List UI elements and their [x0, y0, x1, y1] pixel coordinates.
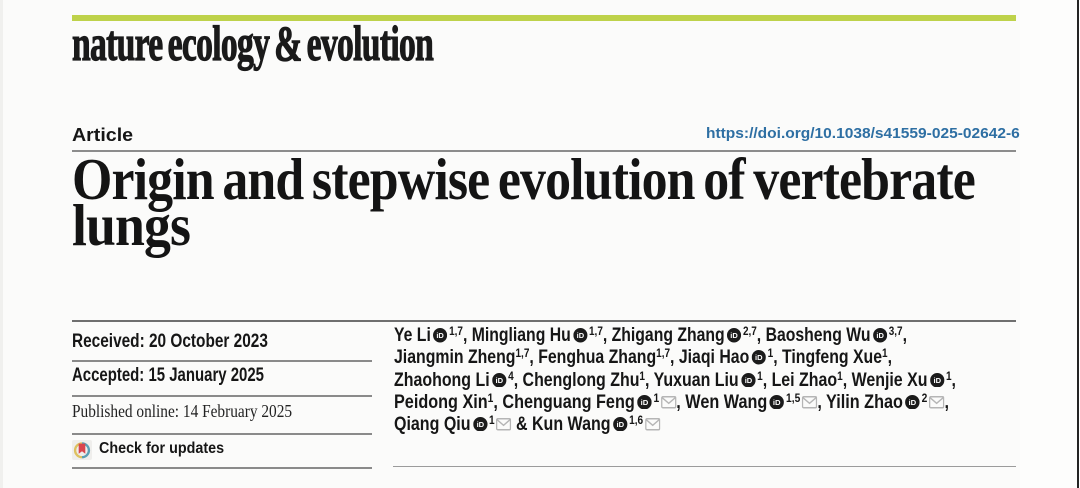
- svg-text:iD: iD: [755, 353, 763, 362]
- svg-text:iD: iD: [730, 331, 738, 340]
- svg-text:iD: iD: [496, 376, 504, 385]
- svg-text:iD: iD: [876, 331, 884, 340]
- svg-text:iD: iD: [476, 420, 484, 429]
- svg-text:iD: iD: [616, 420, 624, 429]
- svg-text:iD: iD: [745, 376, 753, 385]
- svg-text:iD: iD: [773, 398, 781, 407]
- svg-text:iD: iD: [933, 376, 941, 385]
- svg-text:iD: iD: [641, 398, 649, 407]
- svg-text:iD: iD: [577, 331, 585, 340]
- svg-text:iD: iD: [437, 331, 445, 340]
- svg-text:iD: iD: [909, 398, 917, 407]
